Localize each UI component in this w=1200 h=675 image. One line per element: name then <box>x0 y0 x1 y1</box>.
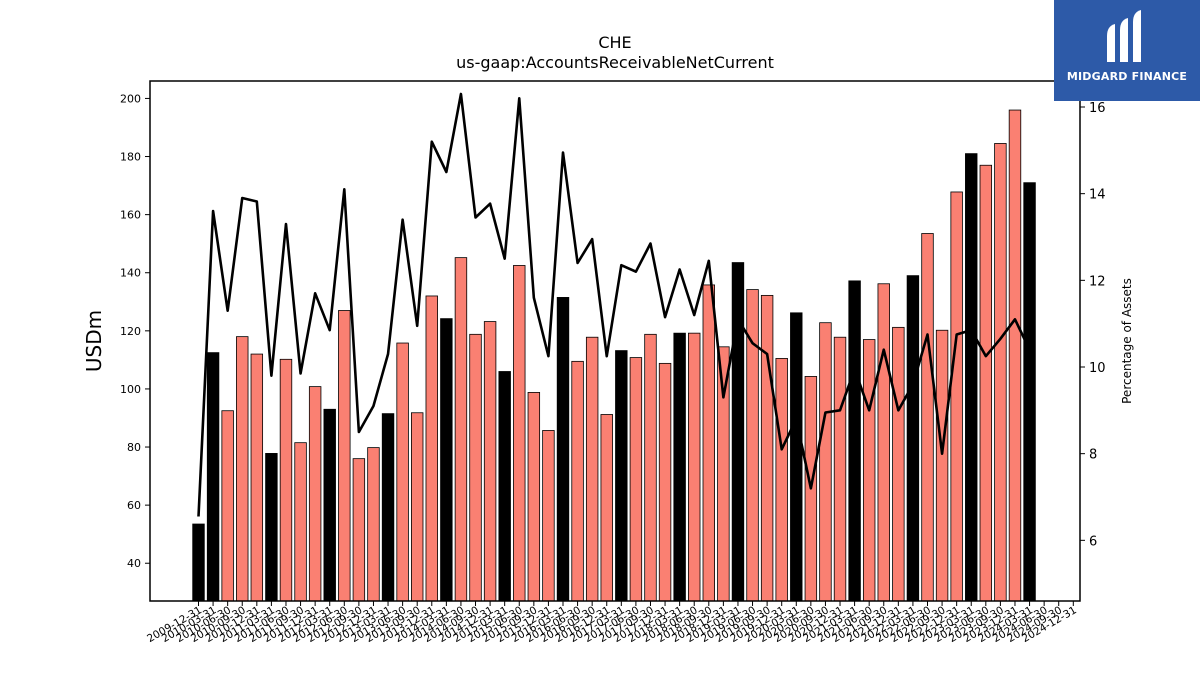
bar <box>236 336 249 602</box>
bar <box>833 336 847 602</box>
bar <box>935 329 949 602</box>
y-tick-label: 40 <box>127 557 141 570</box>
bar <box>425 295 438 602</box>
y2-tick-label: 14 <box>1089 188 1106 203</box>
bar <box>892 326 905 602</box>
bar <box>542 430 555 602</box>
bar <box>775 358 788 602</box>
midgard-logo-icon <box>1107 10 1141 62</box>
bar <box>1008 109 1022 602</box>
bar <box>965 153 978 602</box>
bar-series <box>192 109 1036 602</box>
y-axis-label: USDm <box>82 310 106 372</box>
bar <box>702 284 716 602</box>
bar <box>658 362 672 602</box>
bar <box>717 346 730 602</box>
bar <box>192 523 205 602</box>
logo-text: MIDGARD FINANCE <box>1066 70 1188 83</box>
bar <box>877 283 890 602</box>
bar <box>629 357 643 602</box>
bar <box>367 447 380 602</box>
bar <box>950 191 963 602</box>
bar <box>731 262 745 602</box>
axes: 40608010012014016018020068101214162009-1… <box>120 80 1106 645</box>
y-tick-label: 180 <box>120 151 141 164</box>
bar <box>396 342 409 602</box>
y2-tick-label: 6 <box>1089 534 1097 549</box>
bar <box>862 339 876 602</box>
bar <box>585 336 599 602</box>
midgard-finance-logo: MIDGARD FINANCE <box>1054 0 1200 101</box>
y-tick-label: 200 <box>120 92 141 105</box>
bar <box>1023 182 1036 602</box>
bar <box>600 414 613 602</box>
bar <box>469 333 482 602</box>
bar <box>381 413 395 602</box>
y2-tick-label: 8 <box>1089 448 1097 463</box>
bar <box>483 321 497 602</box>
bar <box>556 297 570 602</box>
bar <box>979 164 993 602</box>
bar <box>498 371 511 602</box>
line-series-path <box>197 92 1031 517</box>
bar <box>279 358 293 602</box>
bar <box>352 458 366 602</box>
y-tick-label: 100 <box>120 383 141 396</box>
bar <box>688 332 701 602</box>
bar <box>206 352 220 602</box>
bar <box>848 280 861 602</box>
bar <box>454 257 468 602</box>
y-tick-label: 80 <box>127 441 141 454</box>
line-series <box>197 92 1031 517</box>
bar <box>440 318 453 602</box>
bar <box>994 143 1007 602</box>
bar <box>571 360 584 602</box>
bar <box>221 410 234 602</box>
bar <box>819 322 832 602</box>
y-tick-label: 120 <box>120 325 141 338</box>
y2-tick-label: 10 <box>1089 361 1106 376</box>
chart-subtitle: us-gaap:AccountsReceivableNetCurrent <box>456 53 774 72</box>
y2-tick-label: 12 <box>1089 274 1106 289</box>
bar <box>615 350 628 602</box>
bar <box>265 453 278 602</box>
bar <box>790 312 803 602</box>
plot-frame <box>149 80 1081 602</box>
bar <box>513 265 526 602</box>
y2-tick-label: 16 <box>1089 101 1106 116</box>
bar <box>906 275 920 602</box>
bar <box>644 333 657 602</box>
bar <box>760 294 774 602</box>
bar <box>410 412 424 602</box>
bar <box>921 233 934 602</box>
bar <box>250 353 264 602</box>
y-tick-label: 140 <box>120 267 141 280</box>
bar <box>323 408 336 602</box>
bar <box>338 310 351 602</box>
chart-title: CHE <box>598 33 631 52</box>
y-tick-label: 160 <box>120 209 141 222</box>
bar <box>527 392 541 602</box>
bar <box>673 332 686 602</box>
bar <box>308 386 322 602</box>
y-tick-label: 60 <box>127 499 141 512</box>
bar <box>294 442 307 602</box>
y2-axis-label: Percentage of Assets <box>1120 278 1134 404</box>
